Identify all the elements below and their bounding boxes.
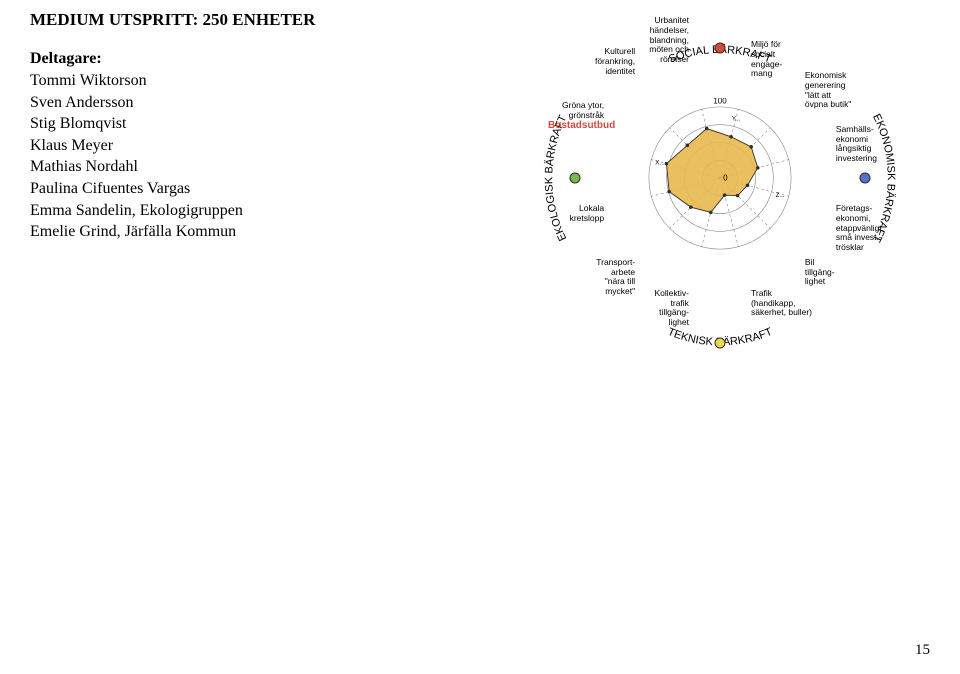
svg-text:Z...: Z... (776, 192, 785, 199)
group-dot (570, 173, 580, 183)
axis-label: Lokala kretslopp (534, 204, 604, 224)
axis-label: Samhälls- ekonomi långsiktig investering (836, 125, 906, 164)
scale-inner: 0 (723, 174, 728, 183)
rose-svg: Y... Z... X... 100 0 (640, 98, 800, 258)
group-dot (860, 173, 870, 183)
svg-text:X...: X... (655, 160, 665, 167)
axis-label: Ekonomisk generering "lätt att övpna but… (805, 71, 875, 110)
group-dot (715, 338, 725, 348)
rose-chart: SOCIAL BÄRKRAFT TEKNISK BÄRKRAFT EKOLOGI… (470, 8, 940, 388)
axis-label: Företags- ekonomi, etappvänligt, små inv… (836, 204, 906, 253)
svg-text:Y...: Y... (732, 116, 741, 123)
group-dot (715, 43, 725, 53)
scale-outer: 100 (713, 98, 727, 105)
axis-label: Transport- arbete "nära till mycket" (565, 258, 635, 297)
axis-label: Gröna ytor, grönstråk (534, 101, 604, 121)
axis-label: Trafik (handikapp, säkerhet, buller) (751, 289, 821, 318)
axis-label: Bil tillgäng- lighet (805, 258, 875, 287)
axis-label: Urbanitet händelser, blandning, möten oc… (619, 16, 689, 65)
page-number: 15 (915, 642, 930, 659)
bostads-label: Bostadsutbud (548, 120, 615, 131)
